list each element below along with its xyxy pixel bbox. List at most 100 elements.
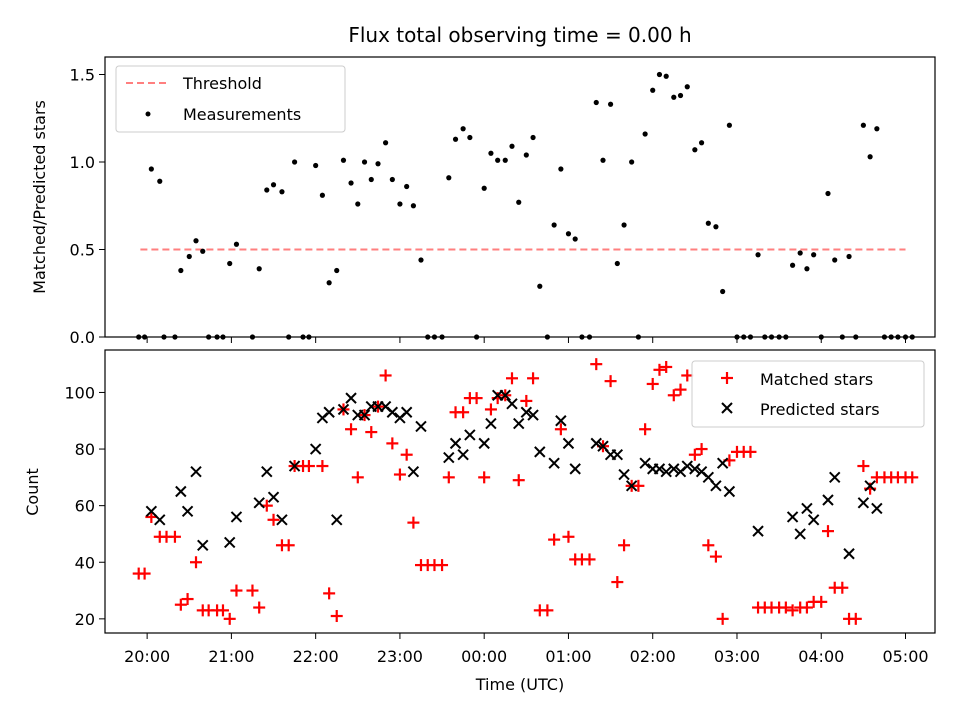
top-legend: Threshold Measurements — [115, 65, 346, 133]
measurements-point — [382, 140, 389, 146]
xtick-label: 21:00 — [208, 647, 254, 666]
predicted-stars-point — [660, 465, 672, 478]
predicted-stars-point — [786, 511, 799, 523]
matched-stars-point — [836, 581, 849, 594]
legend-predicted-swatch — [721, 402, 733, 414]
measurements-point — [797, 250, 803, 256]
matched-stars-point — [554, 423, 567, 436]
predicted-stars-point — [415, 420, 427, 433]
predicted-stars-point — [681, 460, 693, 472]
matched-stars-point — [548, 533, 561, 546]
matched-stars-point — [145, 510, 158, 523]
predicted-stars-point — [829, 471, 841, 484]
matched-stars-point — [695, 443, 708, 456]
predicted-stars-point — [527, 409, 539, 421]
matched-stars-point — [667, 389, 680, 402]
matched-stars-point — [849, 612, 862, 625]
predicted-stars-point — [267, 491, 280, 503]
measurements-point — [340, 157, 347, 163]
matched-stars-point — [786, 604, 799, 617]
measurements-point — [789, 262, 796, 268]
measurements-point — [607, 101, 614, 107]
matched-stars-point — [653, 363, 666, 376]
measurements-point — [656, 71, 663, 78]
matched-stars-point — [282, 539, 295, 552]
predicted-stars-point — [716, 457, 729, 469]
matched-stars-point — [230, 584, 243, 597]
measurements-point — [270, 182, 277, 188]
predicted-stars-point — [323, 406, 335, 418]
measurements-point — [334, 267, 340, 274]
measurements-point — [720, 288, 726, 295]
measurements-point — [593, 99, 599, 106]
matched-stars-point — [407, 516, 420, 529]
measurements-point — [467, 134, 473, 141]
predicted-stars-point — [443, 451, 455, 464]
matched-stars-point — [800, 601, 813, 614]
matched-stars-point — [815, 595, 828, 608]
measurements-point — [811, 252, 817, 258]
predicted-stars-point — [569, 463, 581, 475]
measurements-point — [291, 159, 298, 165]
top-panel: 0.0 0.5 1.0 1.5 Matched/Predicted stars Thr… — [30, 56, 936, 347]
matched-stars-point — [174, 598, 187, 611]
predicted-stars-point — [548, 457, 560, 469]
predicted-stars-point — [689, 463, 701, 475]
xtick-label: 22:00 — [293, 647, 339, 666]
matched-stars-point — [190, 556, 203, 569]
bottom-panel: 20 40 60 80 100 20:00 21:00 22:00 23:00 00:00 01:… — [23, 349, 936, 694]
matched-stars-point — [779, 601, 792, 614]
top-ytick-label: 0.0 — [70, 328, 95, 347]
matched-stars-point — [478, 471, 491, 484]
measurements-point — [326, 280, 332, 286]
measurements-point — [348, 180, 354, 186]
matched-stars-point — [857, 460, 870, 473]
measurements-point — [867, 154, 873, 160]
measurements-point — [495, 157, 501, 163]
predicted-stars-point — [611, 449, 624, 461]
measurements-point — [446, 175, 452, 181]
predicted-stars-point — [534, 446, 546, 458]
measurements-point — [705, 220, 711, 226]
matched-stars-point — [330, 610, 343, 623]
measurements-point — [629, 159, 635, 165]
x-axis-label: Time (UTC) — [475, 675, 564, 694]
measurements-point — [418, 257, 424, 263]
bottom-x-ticks: 20:00 21:00 22:00 23:00 00:00 01:00 02:00 03:00… — [124, 633, 929, 666]
measurements-point — [279, 189, 285, 195]
predicted-stars-point — [499, 389, 511, 401]
chart-title: Flux total observing time = 0.00 h — [348, 23, 691, 47]
matched-stars-point — [379, 369, 392, 382]
measurements-point — [523, 152, 529, 158]
matched-stars-point — [688, 448, 701, 461]
measurements-point — [404, 183, 410, 190]
measurements-point — [256, 266, 262, 272]
predicted-stars-point — [358, 409, 371, 421]
predicted-stars-point — [710, 480, 722, 492]
measurements-point — [565, 231, 572, 237]
predicted-stars-point — [224, 536, 236, 549]
xtick-label: 02:00 — [630, 647, 676, 666]
predicted-stars-point — [653, 463, 666, 475]
predicted-stars-point — [261, 465, 273, 478]
bottom-ytick-label: 80 — [75, 440, 95, 459]
predicted-stars-point — [331, 514, 343, 526]
predicted-stars-point — [485, 417, 497, 430]
predicted-stars-point — [288, 460, 301, 472]
predicted-stars-point — [197, 539, 209, 551]
matched-stars-point — [611, 576, 624, 589]
xtick-label: 23:00 — [377, 647, 423, 666]
matched-stars-point — [316, 460, 329, 473]
matched-stars-point — [906, 471, 919, 484]
measurements-point — [502, 157, 508, 163]
measurements-point — [148, 166, 154, 172]
predicted-stars-point — [190, 465, 202, 478]
predicted-stars-point — [449, 437, 462, 450]
predicted-stars-point — [618, 468, 630, 481]
measurements-point — [157, 178, 163, 184]
matched-stars-point — [604, 375, 617, 388]
measurements-point — [186, 253, 192, 260]
predicted-stars-point — [801, 502, 813, 515]
top-axes-frame — [104, 56, 936, 338]
measurements-point — [671, 94, 677, 100]
